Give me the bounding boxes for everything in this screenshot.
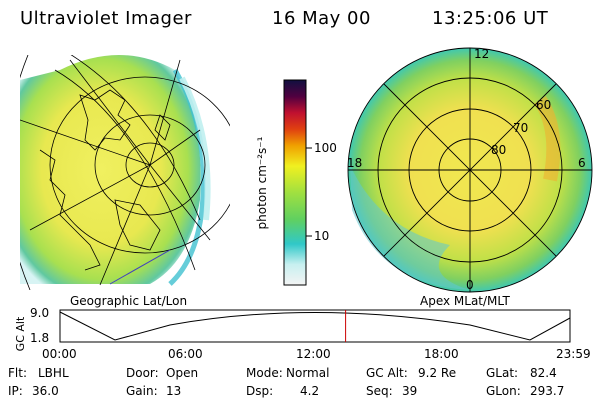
status-gcalt-value: 9.2 Re <box>418 366 457 380</box>
apex-image <box>347 47 593 293</box>
altitude-axis-label: GC Alt <box>14 316 27 352</box>
status-dsp-value: 4.2 <box>300 384 320 398</box>
colorbar-unit-label: photon cm⁻²s⁻¹ <box>255 136 269 229</box>
altitude-min-label: 1.8 <box>30 331 50 345</box>
geographic-caption: Geographic Lat/Lon <box>70 294 188 308</box>
time-tick-0000: 00:00 <box>42 347 77 361</box>
mlt-label-12: 12 <box>474 47 490 61</box>
colorbar <box>283 79 307 286</box>
altitude-curve <box>59 311 571 341</box>
status-dsp-key: Dsp: <box>246 384 274 398</box>
status-door-key: Door: <box>126 366 159 380</box>
status-glon-value: 293.7 <box>530 384 565 398</box>
instrument-title: Ultraviolet Imager <box>20 8 192 29</box>
status-glon-key: GLon: <box>486 384 521 398</box>
colorbar-tick-100: 100 <box>314 141 337 155</box>
status-seq-key: Seq: <box>366 384 393 398</box>
status-gcalt-key: GC Alt: <box>366 366 408 380</box>
status-mode-value: Normal <box>286 366 330 380</box>
time-tick-0600: 06:00 <box>168 347 203 361</box>
apex-caption: Apex MLat/MLT <box>420 294 510 308</box>
status-gain-key: Gain: <box>126 384 158 398</box>
status-seq-value: 39 <box>402 384 418 398</box>
mlat-label-80: 80 <box>491 143 507 157</box>
time-tick-1800: 18:00 <box>424 347 459 361</box>
status-glat-value: 82.4 <box>530 366 557 380</box>
status-glat-key: GLat: <box>486 366 519 380</box>
status-filter-key: Flt: <box>8 366 27 380</box>
time-tick-1200: 12:00 <box>296 347 331 361</box>
mlt-label-6: 6 <box>578 156 586 170</box>
geographic-image <box>20 55 230 290</box>
colorbar-tick-10: 10 <box>314 229 330 243</box>
status-ip-value: 36.0 <box>32 384 59 398</box>
status-door-value: Open <box>166 366 199 380</box>
time-tick-2359: 23:59 <box>556 347 591 361</box>
altitude-max-label: 9.0 <box>30 306 50 320</box>
mlat-label-60: 60 <box>536 98 552 112</box>
mlt-label-18: 18 <box>347 156 363 170</box>
date-label: 16 May 00 <box>272 8 371 29</box>
status-gain-value: 13 <box>166 384 182 398</box>
mlat-label-70: 70 <box>513 121 529 135</box>
mlt-label-0: 0 <box>466 278 474 292</box>
time-label: 13:25:06 UT <box>432 8 549 29</box>
status-ip-key: IP: <box>8 384 23 398</box>
status-filter-value: LBHL <box>38 366 69 380</box>
altitude-plot-frame <box>59 309 571 343</box>
status-mode-key: Mode: <box>246 366 283 380</box>
